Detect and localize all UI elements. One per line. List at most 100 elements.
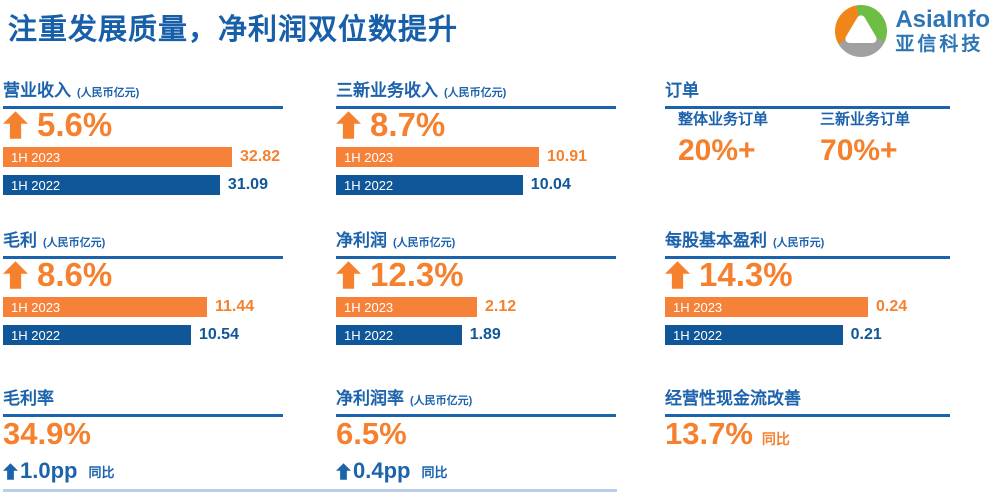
bar-value: 0.24 — [876, 298, 908, 315]
section-title: 每股基本盈利 — [665, 231, 767, 250]
orders-kpis: 整体业务订单 20%+ 三新业务订单 70%+ — [678, 108, 910, 169]
section-header: 毛利 (人民币亿元) — [3, 226, 283, 259]
bar-1h2023: 1H 2023 — [336, 147, 539, 167]
section-title: 净利润 — [336, 231, 387, 250]
bar-value: 10.91 — [547, 148, 588, 165]
kpi-three-new-orders: 三新业务订单 70%+ — [820, 108, 910, 169]
bar-category-label: 1H 2022 — [11, 327, 61, 343]
bar-row-1h2023: 1H 2023 11.44 — [3, 297, 254, 317]
bar-row-1h2023: 1H 2023 0.24 — [665, 297, 907, 317]
metric-block-eps: 每股基本盈利 (人民币元) 14.3% 1H 2023 0.24 1H 2022… — [665, 226, 950, 348]
section-unit: (人民币亿元) — [444, 87, 507, 99]
section-header: 营业收入 (人民币亿元) — [3, 76, 283, 109]
bar-value: 10.04 — [530, 176, 571, 193]
asiainfo-logo: AsiaInfo 亚信科技 — [835, 5, 990, 57]
bar-1h2022: 1H 2022 — [3, 325, 191, 345]
section-header: 订单 — [665, 76, 950, 109]
bar-row-1h2022: 1H 2022 10.54 — [3, 325, 239, 345]
logo-name-en: AsiaInfo — [895, 5, 990, 33]
bar-value: 1.89 — [469, 326, 501, 343]
section-unit: (人民币亿元) — [77, 87, 140, 99]
section-title: 净利润率 — [336, 389, 404, 408]
rate-value: 34.9% — [3, 416, 91, 451]
bar-1h2023: 1H 2023 — [665, 297, 868, 317]
bar-value: 2.12 — [485, 298, 517, 315]
kpi-value: 70%+ — [820, 134, 898, 167]
change-value: 1.0pp — [20, 458, 78, 483]
section-unit: (人民币亿元) — [410, 395, 473, 407]
yoy-label: 同比 — [761, 431, 790, 447]
logo-name-cn: 亚信科技 — [895, 33, 984, 55]
section-title: 三新业务收入 — [336, 81, 438, 100]
section-header: 三新业务收入 (人民币亿元) — [336, 76, 616, 109]
section-title: 营业收入 — [3, 81, 71, 100]
up-arrow-icon — [3, 261, 28, 289]
bar-value: 32.82 — [240, 148, 281, 165]
bar-category-label: 1H 2023 — [673, 299, 723, 315]
bar-value: 10.54 — [198, 326, 239, 343]
bottom-divider — [3, 489, 617, 492]
metric-block-gross-margin: 毛利率 34.9% 1.0pp 同比 — [3, 384, 283, 489]
growth-indicator: 14.3% — [665, 257, 793, 293]
section-title: 毛利 — [3, 231, 37, 250]
growth-indicator: 5.6% — [3, 107, 112, 143]
bar-1h2022: 1H 2022 — [665, 325, 843, 345]
section-unit: (人民币亿元) — [393, 237, 456, 249]
bar-1h2022: 1H 2022 — [336, 175, 523, 195]
metric-block-net-profit: 净利润 (人民币亿元) 12.3% 1H 2023 2.12 1H 2022 1… — [336, 226, 616, 348]
section-header: 净利润 (人民币亿元) — [336, 226, 616, 259]
growth-percent: 5.6% — [37, 106, 113, 143]
rate-change: 0.4pp 同比 — [336, 458, 447, 484]
section-header: 经营性现金流改善 — [665, 384, 950, 417]
growth-indicator: 8.7% — [336, 107, 445, 143]
up-arrow-icon — [336, 261, 361, 289]
kpi-label: 整体业务订单 — [678, 111, 769, 128]
yoy-label: 同比 — [88, 464, 115, 480]
bar-category-label: 1H 2022 — [344, 177, 394, 193]
bar-row-1h2023: 1H 2023 10.91 — [336, 147, 587, 167]
up-arrow-icon — [665, 261, 690, 289]
growth-percent: 12.3% — [370, 256, 464, 293]
section-header: 每股基本盈利 (人民币元) — [665, 226, 950, 259]
growth-percent: 8.7% — [370, 106, 446, 143]
bar-value: 31.09 — [227, 176, 268, 193]
rate-value: 13.7% — [665, 416, 753, 451]
bar-1h2023: 1H 2023 — [336, 297, 477, 317]
growth-indicator: 8.6% — [3, 257, 112, 293]
section-header: 净利润率 (人民币亿元) — [336, 384, 616, 417]
logo-text: AsiaInfo 亚信科技 — [895, 5, 990, 56]
section-title: 订单 — [665, 81, 699, 100]
bar-row-1h2022: 1H 2022 31.09 — [3, 175, 268, 195]
bar-category-label: 1H 2023 — [11, 149, 61, 165]
bar-category-label: 1H 2023 — [344, 149, 394, 165]
metric-block-revenue: 营业收入 (人民币亿元) 5.6% 1H 2023 32.82 1H 2022 … — [3, 76, 283, 198]
section-title: 经营性现金流改善 — [665, 389, 801, 408]
metric-block-three-new-revenue: 三新业务收入 (人民币亿元) 8.7% 1H 2023 10.91 1H 202… — [336, 76, 616, 198]
bar-row-1h2022: 1H 2022 0.21 — [665, 325, 882, 345]
rate-value: 6.5% — [336, 416, 407, 451]
growth-percent: 14.3% — [699, 256, 793, 293]
kpi-value: 20%+ — [678, 134, 756, 167]
bar-row-1h2022: 1H 2022 1.89 — [336, 325, 501, 345]
bar-category-label: 1H 2022 — [344, 327, 394, 343]
metric-block-gross-profit: 毛利 (人民币亿元) 8.6% 1H 2023 11.44 1H 2022 10… — [3, 226, 283, 348]
section-unit: (人民币元) — [773, 237, 825, 249]
section-header: 毛利率 — [3, 384, 283, 417]
up-arrow-icon — [3, 111, 28, 139]
page-title: 注重发展质量，净利润双位数提升 — [8, 14, 459, 46]
kpi-label: 三新业务订单 — [820, 111, 911, 128]
bar-1h2022: 1H 2022 — [336, 325, 462, 345]
metric-block-net-margin: 净利润率 (人民币亿元) 6.5% 0.4pp 同比 — [336, 384, 616, 489]
bar-category-label: 1H 2023 — [11, 299, 61, 315]
section-title: 毛利率 — [3, 389, 54, 408]
up-arrow-icon — [336, 111, 361, 139]
rate-line: 13.7% 同比 — [665, 417, 790, 451]
rate-change: 1.0pp 同比 — [3, 458, 114, 484]
section-unit: (人民币亿元) — [43, 237, 106, 249]
yoy-label: 同比 — [421, 464, 448, 480]
bar-category-label: 1H 2022 — [673, 327, 723, 343]
bar-1h2022: 1H 2022 — [3, 175, 220, 195]
bar-category-label: 1H 2023 — [344, 299, 394, 315]
bar-value: 11.44 — [215, 298, 255, 315]
bar-1h2023: 1H 2023 — [3, 297, 207, 317]
